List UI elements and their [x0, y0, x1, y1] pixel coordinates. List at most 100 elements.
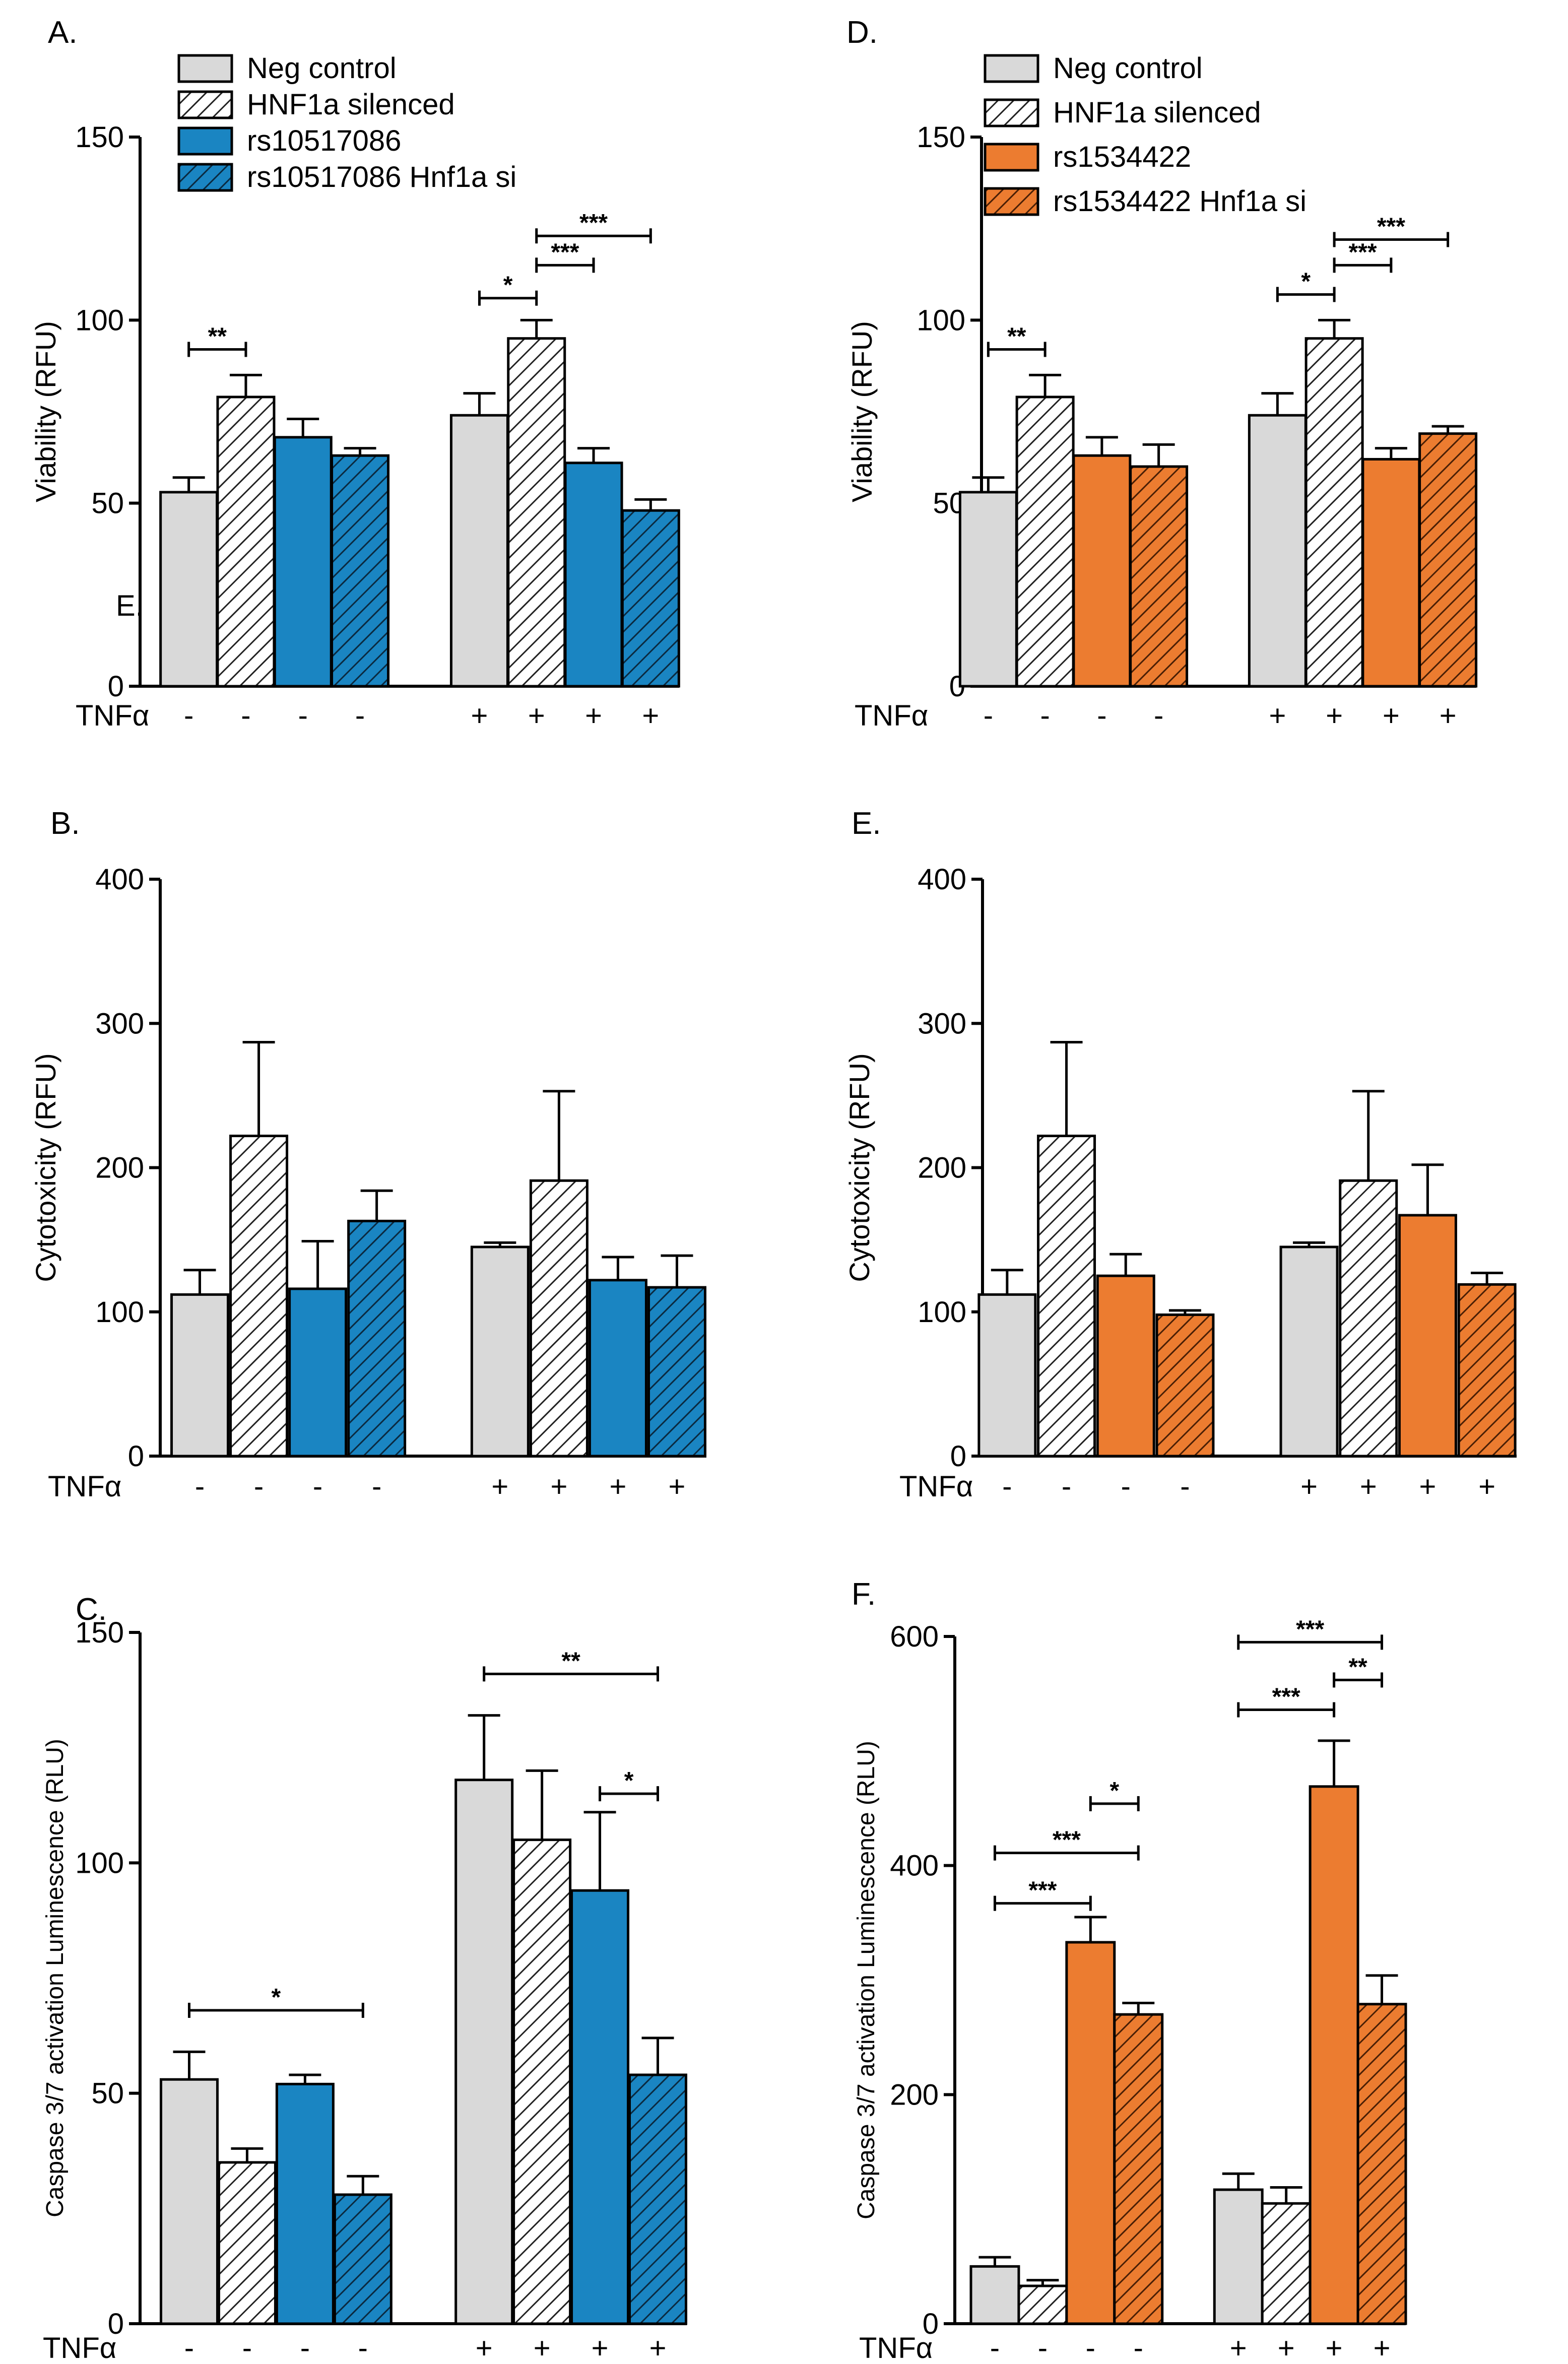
y-tick-label: 100 — [95, 1296, 144, 1329]
legend-label: HNF1a silenced — [1053, 96, 1261, 129]
y-tick-label: 0 — [923, 2308, 939, 2340]
panel-label: A. — [48, 15, 78, 50]
bar — [1398, 1214, 1457, 1458]
treatment-sign: + — [1230, 2332, 1247, 2364]
y-axis-label: Cytotoxicity (RFU) — [30, 1053, 61, 1282]
bar — [1339, 1179, 1398, 1458]
treatment-sign: - — [184, 699, 193, 732]
bar — [333, 2193, 393, 2325]
legend-label: rs10517086 Hnf1a si — [247, 161, 516, 193]
treatment-sign: - — [1154, 699, 1163, 732]
bar — [1361, 457, 1421, 688]
treatment-sign: + — [1326, 2332, 1343, 2364]
y-tick-label: 150 — [75, 1616, 124, 1649]
y-tick-label: 0 — [950, 1440, 966, 1473]
y-axis-label: Viability (RFU) — [846, 321, 878, 502]
treatment-sign: + — [528, 699, 545, 732]
bar — [628, 2073, 688, 2325]
treatment-label: TNFα — [859, 2332, 933, 2364]
chart-panel-f: F. 0 200 400 600 Caspase 3/7 activation Lumin… — [852, 1577, 1407, 2364]
bar — [958, 491, 1018, 688]
bar — [1248, 414, 1307, 688]
panel-label: E. — [852, 806, 881, 841]
y-tick-label: 100 — [75, 304, 124, 337]
treatment-sign: + — [610, 1470, 627, 1503]
bar — [564, 462, 623, 688]
legend-swatch — [177, 54, 233, 83]
treatment-sign: - — [355, 699, 365, 732]
bar — [507, 337, 566, 688]
treatment-sign: - — [372, 1470, 381, 1503]
significance-label: *** — [1053, 1827, 1081, 1854]
y-tick-label: 0 — [108, 670, 124, 703]
bar — [1017, 2284, 1068, 2325]
stray-panel-label: E. — [116, 589, 144, 622]
significance-label: *** — [1028, 1877, 1057, 1904]
y-tick-label: 0 — [108, 2308, 124, 2340]
y-tick-label: 300 — [95, 1007, 144, 1040]
chart-panel-b: B. 0 100 200 300 400 Cytotoxicity (RFU) TNFα - - -… — [30, 806, 706, 1503]
significance-label: *** — [1296, 1616, 1324, 1643]
treatment-sign: + — [642, 699, 659, 732]
bar — [1072, 454, 1132, 688]
bar — [470, 1245, 530, 1458]
treatment-sign: - — [358, 2332, 368, 2364]
y-axis-label: Caspase 3/7 activation Luminescence (RLU… — [853, 1741, 880, 2219]
y-tick-label: 50 — [91, 2077, 124, 2110]
legend-swatch — [984, 98, 1039, 127]
panel-label: F. — [852, 1577, 876, 1612]
treatment-sign: - — [1097, 699, 1106, 732]
bar — [570, 1889, 630, 2325]
treatment-sign: - — [1062, 1470, 1071, 1503]
bar — [512, 1838, 572, 2325]
treatment-sign: - — [984, 699, 993, 732]
y-tick-label: 100 — [917, 304, 965, 337]
significance-label: * — [1301, 268, 1311, 295]
bar — [1356, 2003, 1407, 2325]
panel-label: D. — [846, 15, 878, 50]
treatment-sign: - — [242, 2332, 252, 2364]
legend-swatch — [177, 126, 233, 156]
treatment-sign: - — [1134, 2332, 1143, 2364]
significance-label: *** — [1377, 213, 1405, 240]
significance-label: * — [503, 272, 513, 299]
treatment-sign: + — [592, 2332, 609, 2364]
bar — [1261, 2202, 1312, 2325]
bar — [1096, 1274, 1155, 1458]
y-tick-label: 200 — [95, 1152, 144, 1185]
bar — [273, 436, 333, 688]
bar — [621, 509, 680, 688]
legend-label: HNF1a silenced — [247, 88, 455, 121]
treatment-sign: - — [1002, 1470, 1012, 1503]
bar — [1015, 396, 1075, 688]
treatment-label: TNFα — [76, 699, 149, 732]
treatment-sign: + — [669, 1470, 686, 1503]
y-tick-label: 50 — [91, 487, 124, 520]
significance-label: ** — [561, 1648, 580, 1674]
significance-label: ** — [1348, 1654, 1367, 1680]
y-tick-label: 100 — [918, 1296, 966, 1329]
treatment-sign: - — [990, 2332, 1000, 2364]
y-axis-label: Viability (RFU) — [30, 321, 61, 502]
treatment-sign: + — [1326, 699, 1343, 732]
legend-swatch — [984, 143, 1039, 172]
y-tick-label: 200 — [890, 2078, 939, 2111]
significance-label: * — [272, 1984, 281, 2011]
bar — [170, 1293, 230, 1458]
y-axis-label: Cytotoxicity (RFU) — [843, 1053, 875, 1282]
treatment-sign: + — [476, 2332, 493, 2364]
panel-label: B. — [50, 806, 80, 841]
treatment-sign: + — [649, 2332, 667, 2364]
legend-right: Neg control HNF1a silenced rs1534422 rs1534… — [984, 52, 1306, 218]
y-tick-label: 200 — [918, 1152, 966, 1185]
bar — [217, 2161, 277, 2325]
treatment-sign: - — [241, 699, 250, 732]
legend-label: Neg control — [1053, 52, 1203, 85]
treatment-label: TNFα — [48, 1470, 121, 1503]
y-axis-label: Caspase 3/7 activation Luminescence (RLU… — [42, 1739, 69, 2217]
significance-label: ** — [208, 323, 227, 350]
y-tick-label: 400 — [95, 863, 144, 896]
